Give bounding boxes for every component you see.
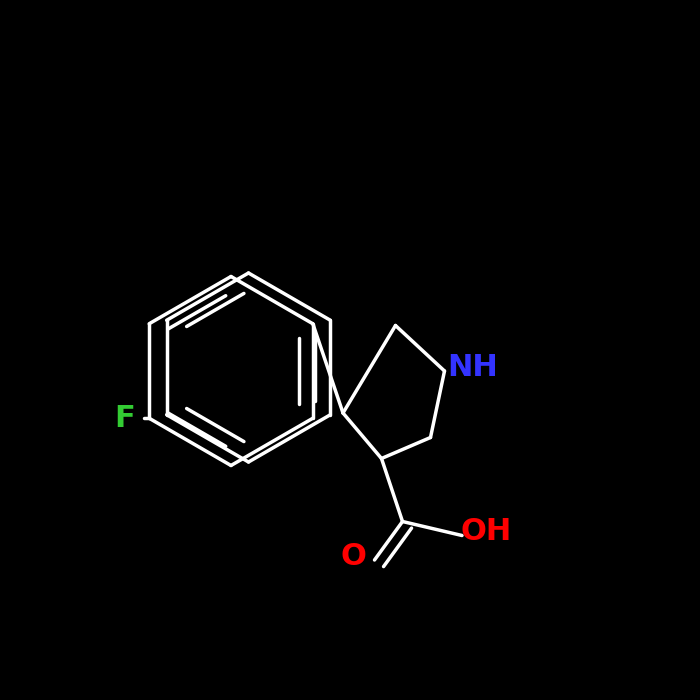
Text: F: F <box>114 404 135 433</box>
Text: NH: NH <box>447 353 498 382</box>
Text: O: O <box>341 542 366 571</box>
Text: OH: OH <box>461 517 512 547</box>
